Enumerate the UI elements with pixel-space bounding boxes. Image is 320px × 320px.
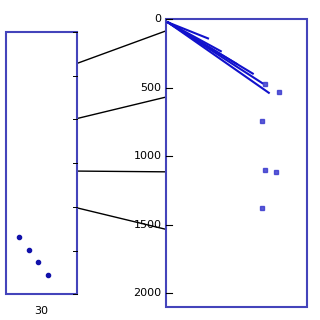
Bar — [6, 32, 77, 294]
Text: 1000: 1000 — [134, 151, 162, 161]
Text: 0: 0 — [155, 14, 162, 24]
Text: 500: 500 — [140, 83, 162, 93]
Bar — [166, 19, 307, 307]
Text: 1500: 1500 — [134, 220, 162, 230]
Text: 30: 30 — [35, 306, 49, 316]
Text: 2000: 2000 — [133, 289, 162, 299]
